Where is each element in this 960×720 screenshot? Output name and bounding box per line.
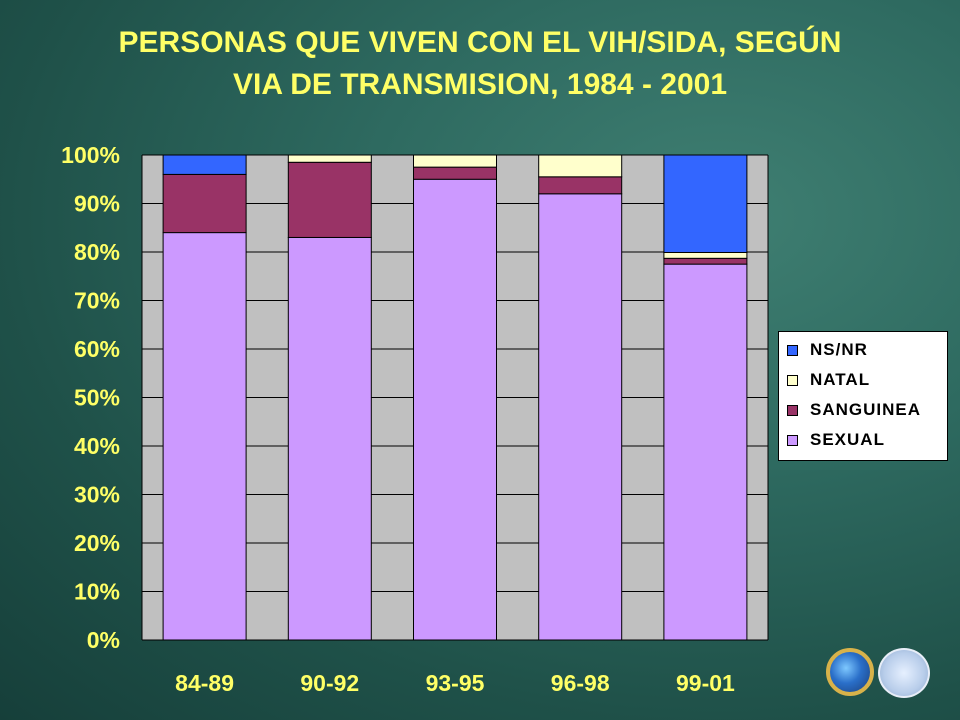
legend-label: NATAL [810, 370, 871, 389]
bar-segment-ns-nr [162, 154, 247, 175]
y-tick-label: 100% [61, 142, 120, 168]
y-tick-label: 20% [74, 530, 120, 556]
y-tick-label: 70% [74, 288, 120, 314]
legend-item: NATAL [787, 370, 870, 390]
x-tick-label: 84-89 [175, 670, 234, 696]
bar-segment-natal [287, 154, 372, 163]
globe-logo-icon [826, 648, 874, 696]
legend-label: NS/NR [810, 340, 868, 359]
legend-item: SANGUINEA [787, 400, 921, 420]
bar-segment-sanguinea [413, 166, 497, 180]
bar-segment-sexual [162, 232, 247, 641]
legend-swatch [787, 344, 798, 356]
y-tick-label: 30% [74, 482, 120, 508]
chart-legend: NS/NR NATAL SANGUINEA SEXUAL [778, 331, 948, 461]
y-tick-label: 80% [74, 239, 120, 265]
legend-swatch [787, 434, 798, 446]
y-tick-label: 60% [74, 336, 120, 362]
legend-item: SEXUAL [787, 430, 885, 450]
y-tick-label: 90% [74, 191, 120, 217]
y-tick-label: 40% [74, 433, 120, 459]
bar-segment-sanguinea [162, 173, 247, 234]
bar-segment-natal [663, 251, 748, 259]
bar-segment-sexual [413, 178, 497, 641]
bar-segment-sanguinea [663, 257, 748, 265]
bar-segment-sexual [538, 193, 623, 641]
bar-segment-sexual [663, 263, 748, 641]
legend-swatch [787, 374, 798, 386]
who-emblem-icon [878, 648, 930, 698]
chart-title: PERSONAS QUE VIVEN CON EL VIH/SIDA, SEGÚ… [0, 22, 960, 106]
y-tick-label: 50% [74, 385, 120, 411]
bar-segment-sanguinea [538, 176, 623, 195]
legend-label: SANGUINEA [810, 400, 922, 419]
x-tick-label: 93-95 [426, 670, 485, 696]
legend-swatch [787, 404, 798, 416]
bar-segment-natal [413, 154, 497, 168]
x-tick-label: 99-01 [676, 670, 735, 696]
bar-segment-sexual [287, 236, 372, 641]
x-tick-label: 96-98 [551, 670, 610, 696]
chart-title-line-1: PERSONAS QUE VIVEN CON EL VIH/SIDA, SEGÚ… [118, 26, 842, 59]
bar-segment-ns-nr [663, 154, 748, 253]
bar-segment-sanguinea [287, 161, 372, 238]
y-tick-label: 0% [87, 627, 120, 653]
bar-segment-natal [538, 154, 623, 178]
legend-item: NS/NR [787, 340, 868, 360]
legend-label: SEXUAL [810, 430, 885, 449]
chart-title-line-2: VIA DE TRANSMISION, 1984 - 2001 [232, 68, 728, 101]
x-tick-label: 90-92 [300, 670, 359, 696]
y-tick-label: 10% [74, 579, 120, 605]
